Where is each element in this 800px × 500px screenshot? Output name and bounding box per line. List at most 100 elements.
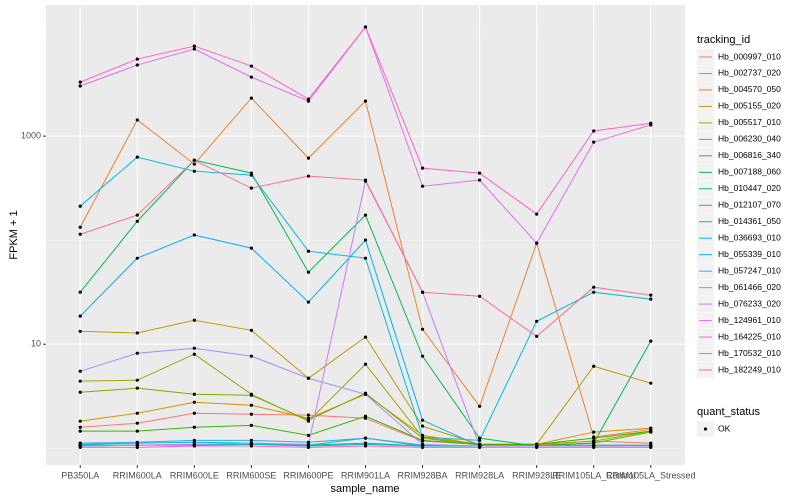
- data-point: [249, 64, 253, 68]
- data-point: [535, 445, 539, 449]
- legend-label: Hb_006816_340: [718, 150, 781, 160]
- data-point: [249, 441, 253, 445]
- data-point: [192, 400, 196, 404]
- legend-label: Hb_164225_010: [718, 331, 781, 341]
- legend-label: Hb_006230_040: [718, 134, 781, 144]
- data-point: [249, 75, 253, 79]
- data-point: [420, 184, 425, 188]
- data-point: [249, 423, 253, 427]
- data-point: [420, 445, 425, 449]
- data-point: [192, 162, 196, 166]
- data-point: [420, 442, 425, 446]
- data-point: [135, 411, 139, 415]
- y-tick-label: 10: [31, 339, 41, 349]
- legend-label: Hb_010447_020: [718, 183, 781, 193]
- data-point: [135, 63, 139, 67]
- data-point: [78, 329, 82, 333]
- data-point: [249, 393, 253, 397]
- data-point: [592, 290, 596, 294]
- data-point: [135, 421, 139, 425]
- data-point: [135, 351, 139, 355]
- legend-label: Hb_002737_020: [718, 68, 781, 78]
- x-tick-label: RRIM600LA: [113, 470, 162, 480]
- data-point: [135, 445, 139, 449]
- data-point: [249, 403, 253, 407]
- data-point: [135, 57, 139, 61]
- data-point: [135, 331, 139, 335]
- data-point: [135, 440, 139, 444]
- data-point: [420, 354, 425, 358]
- data-point: [649, 121, 653, 125]
- data-point: [478, 178, 482, 182]
- data-point: [135, 429, 139, 433]
- data-point: [249, 444, 253, 448]
- data-point: [78, 80, 82, 84]
- x-tick-label: RRIM600SE: [226, 470, 276, 480]
- data-point: [478, 171, 482, 175]
- x-tick-label: RRIM928BA: [398, 470, 448, 480]
- axes: 10 1000 PB350LA RRIM600LA RRIM600LE RRIM600SE…: [21, 130, 696, 480]
- data-point: [135, 155, 139, 159]
- data-point: [192, 169, 196, 173]
- data-point: [249, 328, 253, 332]
- data-point: [363, 414, 368, 418]
- data-point: [78, 290, 82, 294]
- data-point: [306, 442, 311, 446]
- legend-label: Hb_182249_010: [718, 364, 781, 374]
- legend-label: Hb_057247_010: [718, 265, 781, 275]
- x-tick-label: RRIM600PE: [283, 470, 333, 480]
- data-point: [649, 429, 653, 433]
- x-tick-label: RRIM105LA_Control: [552, 470, 635, 480]
- data-point: [306, 174, 311, 178]
- data-point: [249, 246, 253, 250]
- data-point: [192, 411, 196, 415]
- legend-label: Hb_076233_020: [718, 298, 781, 308]
- legend-label: Hb_061466_020: [718, 282, 781, 292]
- data-point: [78, 419, 82, 423]
- data-point: [78, 441, 82, 445]
- x-tick-label: RRIM105LA_Stressed: [606, 470, 696, 480]
- data-point: [535, 319, 539, 323]
- data-point: [306, 418, 311, 422]
- x-tick-label: RRIM928LE: [512, 470, 561, 480]
- legend-label: Hb_007188_060: [718, 167, 781, 177]
- data-point: [363, 362, 368, 366]
- data-point: [592, 129, 596, 133]
- legend-label: Hb_014361_050: [718, 216, 781, 226]
- data-point: [192, 392, 196, 396]
- data-point: [592, 430, 596, 434]
- data-point: [192, 444, 196, 448]
- legend-label: Hb_036693_010: [718, 232, 781, 242]
- data-point: [192, 44, 196, 48]
- data-point: [78, 429, 82, 433]
- data-point: [78, 314, 82, 318]
- data-point: [78, 379, 82, 383]
- data-point: [363, 444, 368, 448]
- data-point: [249, 354, 253, 358]
- legend-label: Hb_004570_050: [718, 84, 781, 94]
- data-point: [649, 381, 653, 385]
- data-point: [478, 404, 482, 408]
- data-point: [192, 318, 196, 322]
- data-point: [192, 438, 196, 442]
- data-point: [135, 256, 139, 260]
- data-point: [78, 425, 82, 429]
- data-point: [135, 378, 139, 382]
- point-legend-title: quant_status: [697, 406, 760, 418]
- data-point: [135, 213, 139, 217]
- data-point: [478, 438, 482, 442]
- data-point: [78, 225, 82, 229]
- data-point: [363, 25, 368, 29]
- legend-label: Hb_005517_010: [718, 117, 781, 127]
- data-point: [420, 435, 425, 439]
- data-point: [192, 47, 196, 51]
- data-point: [306, 156, 311, 160]
- data-point: [649, 293, 653, 297]
- x-tick-label: RRIM928LA: [455, 470, 504, 480]
- x-tick-label: RRIM901LA: [341, 470, 390, 480]
- point-legend-label: OK: [718, 423, 731, 433]
- data-point: [535, 241, 539, 245]
- legend-label: Hb_005155_020: [718, 101, 781, 111]
- legend-label: Hb_000997_010: [718, 51, 781, 61]
